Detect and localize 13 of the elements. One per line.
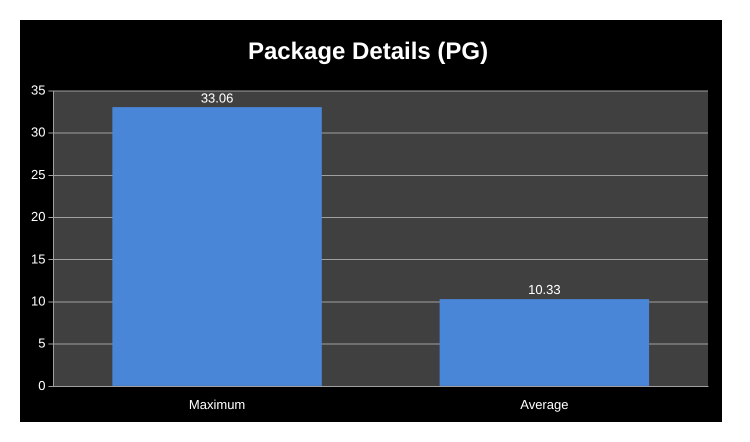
y-tick-label: 5	[38, 336, 46, 351]
data-label: 33.06	[200, 90, 234, 106]
y-tick-label: 25	[30, 166, 46, 182]
y-tick-label: 15	[30, 251, 46, 266]
chart-title: Package Details (PG)	[248, 38, 488, 66]
x-tick-label: Maximum	[188, 396, 246, 412]
x-tick-label: Average	[520, 396, 568, 412]
y-tick-label: 30	[30, 124, 46, 140]
y-tick-label: 0	[38, 378, 46, 393]
y-tick-label: 10	[30, 294, 46, 309]
data-label: 10.33	[528, 282, 561, 298]
y-tick-label: 20	[30, 209, 46, 224]
y-tick-label: 35	[30, 82, 46, 98]
